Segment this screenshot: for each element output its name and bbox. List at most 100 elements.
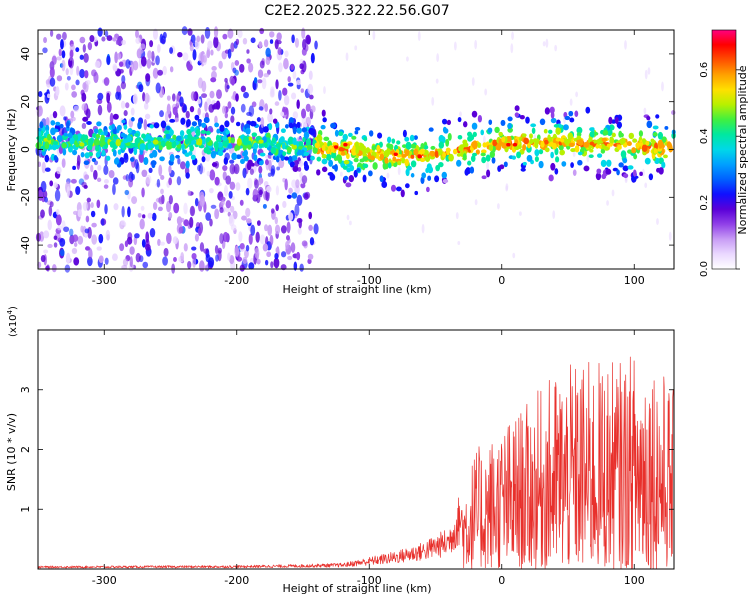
spectrogram-cell [494, 126, 500, 134]
spectrogram-cell [160, 120, 167, 129]
spectrogram-cell [109, 141, 116, 146]
spectrogram-cell [112, 183, 116, 196]
spectrogram-cell [194, 114, 200, 121]
spectrogram-cell [79, 68, 85, 79]
colorbar-tick-label: 0.2 [699, 195, 710, 211]
spectrogram-cell [534, 156, 539, 162]
colorbar-tick-label: 0.4 [699, 128, 710, 144]
spectrogram-cell [203, 147, 209, 154]
spectrogram-cell [122, 258, 129, 267]
spectrogram-cell [550, 117, 557, 124]
spectrogram-cell [506, 142, 511, 147]
spectrogram-cell [214, 176, 220, 186]
spectrogram-cell [112, 37, 117, 42]
spectrogram-cell [248, 262, 255, 270]
spectrogram-cell [259, 234, 266, 245]
spectrogram-cells [35, 26, 676, 274]
spectrogram-cell [443, 128, 449, 134]
spectrogram-cell [511, 31, 514, 41]
spectrogram-cell [249, 168, 254, 175]
spectrogram-cell [301, 175, 308, 184]
spectrogram-cell [387, 162, 392, 169]
spectrogram-cell [181, 26, 188, 36]
spectrogram-cell [270, 261, 274, 269]
spectrogram-cell [310, 155, 315, 161]
spectrogram-cell [215, 254, 219, 262]
spectrogram-cell [534, 149, 540, 157]
spectrogram-cell [189, 205, 196, 217]
spectrogram-cell [84, 174, 90, 180]
spectrogram-cell [106, 35, 113, 41]
spectrogram-cell [275, 204, 279, 212]
spectrogram-cell [159, 241, 166, 246]
snr-x-axis-label: Height of straight line (km) [282, 582, 431, 595]
spectrogram-cell [113, 158, 119, 165]
spectrogram-cell [276, 166, 280, 171]
spectrogram-cell [292, 111, 299, 120]
spectrogram-cell [171, 93, 176, 102]
spectrogram-cell [135, 252, 141, 263]
spectrogram-cell [265, 159, 269, 166]
spectrogram-cell [213, 26, 219, 38]
spectrogram-cell [204, 26, 211, 39]
spectrogram-cell [91, 157, 97, 163]
spectrogram-cell [177, 157, 181, 165]
spectrogram-cell [82, 201, 88, 211]
spectrogram-cell [216, 128, 221, 134]
spectrogram-cell [538, 160, 544, 169]
spectrogram-cell [172, 236, 179, 245]
spectrogram-cell [131, 129, 137, 135]
spectrogram-cell [661, 136, 667, 143]
spectrogram-cell [288, 155, 293, 163]
spectrogram-cell [430, 150, 436, 157]
spectrogram-cell [414, 190, 419, 196]
spectrogram-cell [484, 88, 488, 96]
spectrogram-cell [354, 130, 359, 135]
spectrogram-cell [263, 142, 268, 148]
spectrogram-cell [410, 143, 417, 149]
spectrogram-cell [106, 92, 111, 104]
spectrogram-cell [81, 122, 87, 130]
spectrogram-cell [173, 202, 180, 214]
spectrogram-cell [320, 124, 326, 130]
spectrogram-cell [36, 136, 42, 141]
spectrogram-cell [103, 184, 109, 189]
spectrogram-cell [278, 137, 284, 144]
spectrogram-cell [71, 84, 76, 91]
spectrogram-cell [627, 165, 634, 170]
spectrogram-cell [37, 127, 42, 132]
spectrogram-y-tick-label: 20 [19, 95, 32, 109]
spectrogram-cell [631, 147, 636, 154]
spectrogram-cell [445, 147, 451, 153]
spectrogram-cell [58, 48, 62, 57]
spectrogram-cell [93, 138, 100, 147]
spectrogram-cell [104, 129, 108, 136]
spectrogram-cell [101, 36, 106, 42]
spectrogram-cell [438, 141, 445, 149]
spectrogram-cell [280, 111, 285, 117]
spectrogram-cell [179, 130, 185, 137]
spectrogram-cell [247, 177, 253, 189]
spectrogram-x-tick-label: 100 [624, 274, 645, 287]
spectrogram-cell [350, 148, 356, 153]
spectrogram-cell [275, 185, 280, 196]
spectrogram-cell [436, 53, 440, 62]
spectrogram-cell [246, 111, 252, 117]
spectrogram-cell [230, 224, 237, 231]
spectrogram-cell [664, 125, 669, 130]
spectrogram-cell [120, 132, 126, 138]
spectrogram-cell [264, 259, 269, 266]
spectrogram-cell [129, 246, 135, 255]
spectrogram-cell [369, 155, 376, 161]
spectrogram-cell [658, 144, 663, 149]
spectrogram-cell [245, 244, 250, 252]
spectrogram-cell [72, 234, 79, 242]
spectrogram-cell [131, 196, 138, 205]
spectrogram-cell [149, 137, 154, 142]
spectrogram-cell [160, 188, 164, 195]
spectrogram-cell [611, 189, 615, 197]
spectrogram-cell [160, 35, 166, 45]
spectrogram-cell [82, 82, 87, 90]
spectrogram-cell [420, 142, 425, 150]
spectrogram-cell [441, 171, 447, 179]
